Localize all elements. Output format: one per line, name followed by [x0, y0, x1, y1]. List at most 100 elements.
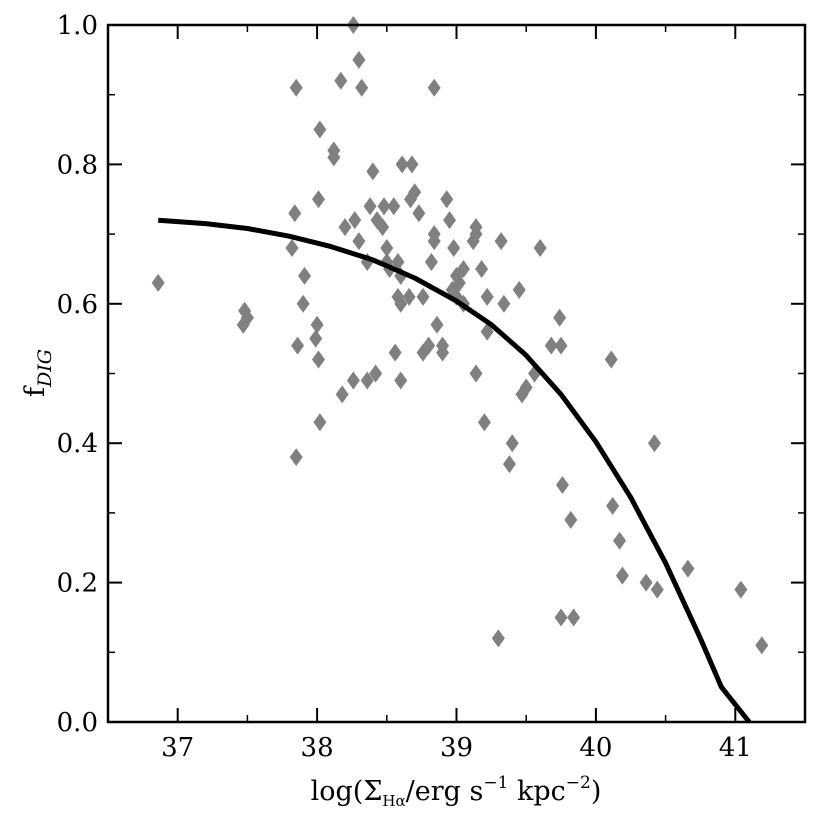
- scatter-point: [394, 294, 408, 313]
- scatter-point: [502, 455, 516, 474]
- scatter-point: [376, 218, 390, 237]
- scatter-point: [427, 78, 441, 97]
- scatter-point: [346, 371, 360, 390]
- scatter-point: [480, 322, 494, 341]
- scatter-point: [352, 50, 366, 69]
- scatter-point: [363, 197, 377, 216]
- fit-curve: [158, 217, 752, 724]
- scatter-point: [452, 273, 466, 292]
- scatter-point: [555, 476, 569, 495]
- scatter-point: [377, 197, 391, 216]
- scatter-point: [512, 280, 526, 299]
- scatter-point: [355, 78, 369, 97]
- scatter-point: [369, 364, 383, 383]
- scatter-point: [755, 636, 769, 655]
- x-tick-label: 38: [301, 733, 334, 763]
- scatter-point: [313, 120, 327, 139]
- scatter-point: [416, 287, 430, 306]
- scatter-point: [289, 78, 303, 97]
- scatter-point: [469, 225, 483, 244]
- scatter-point: [388, 343, 402, 362]
- scatter-point: [519, 378, 533, 397]
- scatter-point: [564, 510, 578, 529]
- scatter-point: [447, 239, 461, 258]
- scatter-point: [338, 218, 352, 237]
- scatter-point: [288, 204, 302, 223]
- scatter-point: [606, 496, 620, 515]
- scatter-point: [416, 343, 430, 362]
- scatter-point: [494, 232, 508, 251]
- scatter-point: [395, 155, 409, 174]
- scatter-point: [533, 239, 547, 258]
- y-tick-label: 1.0: [57, 11, 98, 41]
- scatter-point: [291, 336, 305, 355]
- y-axis-label: fDIG: [20, 349, 56, 397]
- scatter-point: [352, 232, 366, 251]
- scatter-point: [311, 350, 325, 369]
- scatter-point: [505, 434, 519, 453]
- scatter-point: [554, 608, 568, 627]
- scatter-point: [405, 155, 419, 174]
- y-tick-label: 0.8: [57, 150, 98, 180]
- scatter-point: [647, 434, 661, 453]
- scatter-point: [475, 259, 489, 278]
- scatter-point: [491, 629, 505, 648]
- scatter-point: [427, 232, 441, 251]
- scatter-point: [313, 413, 327, 432]
- scatter-point: [436, 336, 450, 355]
- x-tick-label: 41: [719, 733, 752, 763]
- scatter-point: [387, 197, 401, 216]
- scatter-point: [456, 259, 470, 278]
- scatter-point: [544, 336, 558, 355]
- scatter-point: [348, 211, 362, 230]
- scatter-point: [615, 566, 629, 585]
- plot-frame: [106, 23, 807, 724]
- scatter-point: [366, 162, 380, 181]
- y-tick-label: 0.4: [57, 429, 98, 459]
- y-axis-ticks: 0.0 0.2 0.4 0.6 0.8 1.0: [57, 11, 805, 738]
- scatter-point: [402, 287, 416, 306]
- scatter-point: [309, 329, 323, 348]
- x-tick-label: 40: [579, 733, 612, 763]
- scatter-point: [285, 239, 299, 258]
- scatter-point: [604, 350, 618, 369]
- data-points: [151, 16, 769, 655]
- x-axis-ticks: 37 38 39 40 41: [107, 25, 806, 763]
- scatter-point: [443, 211, 457, 230]
- scatter-point: [327, 148, 341, 167]
- scatter-point: [430, 315, 444, 334]
- scatter-point: [613, 531, 627, 550]
- scatter-point: [681, 559, 695, 578]
- x-axis-label: log(ΣHα/erg s−1 kpc−2): [311, 773, 602, 810]
- x-tick-label: 37: [161, 733, 194, 763]
- scatter-point: [639, 573, 653, 592]
- scatter-point: [360, 371, 374, 390]
- y-tick-label: 0.6: [57, 290, 98, 320]
- scatter-point: [310, 315, 324, 334]
- y-tick-label: 0.2: [57, 569, 98, 599]
- scatter-point: [477, 413, 491, 432]
- scatter-point: [469, 364, 483, 383]
- scatter-point: [480, 287, 494, 306]
- scatter-point: [240, 308, 254, 327]
- scatter-point: [440, 190, 454, 209]
- scatter-point: [650, 580, 664, 599]
- scatter-point: [296, 294, 310, 313]
- x-tick-label: 39: [440, 733, 473, 763]
- scatter-point: [380, 239, 394, 258]
- scatter-point: [497, 294, 511, 313]
- scatter-point: [734, 580, 748, 599]
- scatter-point: [334, 71, 348, 90]
- scatter-point: [567, 608, 581, 627]
- scatter-point: [335, 385, 349, 404]
- scatter-point: [553, 308, 567, 327]
- scatter-point: [424, 252, 438, 271]
- scatter-point: [289, 448, 303, 467]
- scatter-point: [151, 273, 165, 292]
- scatter-point: [554, 336, 568, 355]
- y-tick-label: 0.0: [57, 708, 98, 738]
- scatter-point: [391, 252, 405, 271]
- scatter-point: [298, 266, 312, 285]
- scatter-point: [394, 371, 408, 390]
